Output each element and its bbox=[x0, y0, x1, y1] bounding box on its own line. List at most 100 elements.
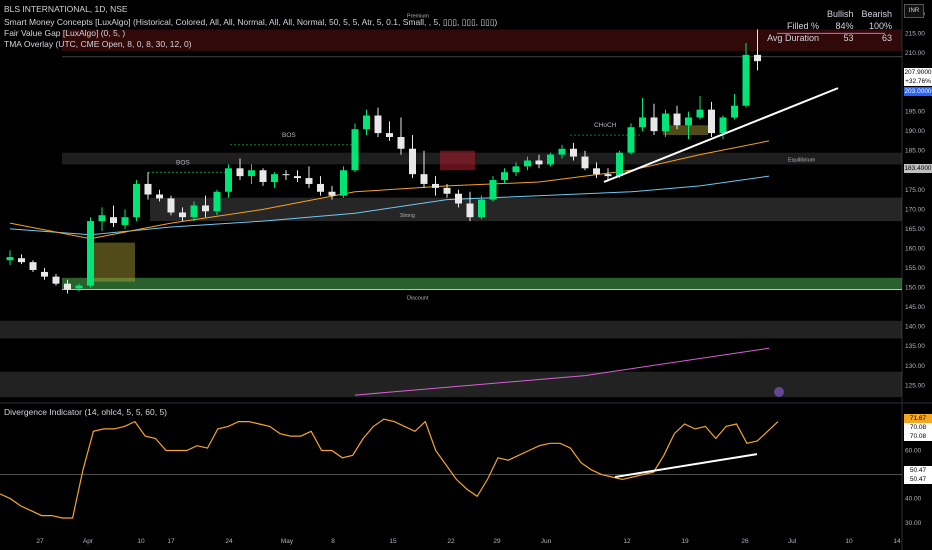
candle-body-1 bbox=[18, 258, 25, 263]
rsi-divergence-line bbox=[614, 453, 758, 479]
candle-body-42 bbox=[489, 180, 497, 200]
candle-body-58 bbox=[673, 113, 681, 126]
candle-body-29 bbox=[340, 170, 347, 196]
stats-duration-bear: 63 bbox=[881, 33, 892, 43]
stats-filled-label: Filled % bbox=[786, 21, 819, 31]
candle-body-25 bbox=[294, 176, 301, 179]
candle-body-36 bbox=[420, 174, 428, 184]
price-trendline bbox=[603, 87, 839, 183]
candle-body-32 bbox=[374, 115, 382, 134]
candle-body-24 bbox=[282, 174, 290, 176]
price-tick-2: 210.00 bbox=[905, 50, 925, 57]
premium-zone bbox=[62, 29, 902, 51]
rsi-tick-2: 30.00 bbox=[905, 520, 922, 527]
candle-body-46 bbox=[535, 160, 543, 165]
price-tick-12: 160.00 bbox=[905, 245, 925, 252]
price-tick-15: 145.00 bbox=[905, 304, 925, 311]
gray-zone-1 bbox=[0, 320, 902, 339]
bos-label-1: BOS bbox=[176, 159, 190, 166]
candle-body-51 bbox=[593, 168, 600, 175]
time-tick-5: May bbox=[281, 538, 294, 545]
time-tick-4: 24 bbox=[225, 538, 233, 545]
candle-body-44 bbox=[512, 166, 520, 173]
time-tick-0: 27 bbox=[36, 538, 44, 545]
fvg-strength-label: Strong bbox=[400, 213, 415, 219]
bearish-ob bbox=[440, 150, 475, 171]
rsi-tick-1: 40.00 bbox=[905, 496, 922, 503]
candle-body-47 bbox=[547, 154, 554, 165]
indicator-title: Divergence Indicator (14, ohlc4, 5, 5, 6… bbox=[4, 407, 168, 417]
rsi-last-tag: 71.67 bbox=[904, 414, 932, 423]
price-tick-14: 150.00 bbox=[905, 285, 925, 292]
candle-body-41 bbox=[478, 199, 485, 218]
discount-zone bbox=[62, 277, 902, 290]
discount-label: Discount bbox=[407, 295, 429, 301]
time-tick-12: 19 bbox=[681, 538, 689, 545]
legend-smc: Smart Money Concepts [LuxAlgo] (Historic… bbox=[4, 17, 498, 27]
candle-body-26 bbox=[305, 178, 313, 184]
last-price-tag: 207.9000 bbox=[904, 68, 932, 77]
candle-body-18 bbox=[213, 191, 221, 212]
choch-label: CHoCH bbox=[594, 122, 617, 129]
candle-body-17 bbox=[202, 205, 209, 212]
time-tick-3: 17 bbox=[167, 538, 175, 545]
time-tick-2: 10 bbox=[137, 538, 145, 545]
price-tick-16: 140.00 bbox=[905, 324, 925, 331]
rsi-line bbox=[0, 418, 779, 519]
ema-orange-line bbox=[9, 140, 770, 240]
candle-body-61 bbox=[708, 109, 715, 134]
candle-body-48 bbox=[558, 148, 566, 155]
candle-body-22 bbox=[259, 170, 267, 182]
candle-body-50 bbox=[581, 156, 589, 169]
candle-body-6 bbox=[75, 285, 83, 289]
candle-body-4 bbox=[52, 276, 60, 284]
stats-filled-bull: 84% bbox=[835, 21, 854, 31]
time-tick-8: 22 bbox=[447, 538, 455, 545]
time-tick-14: Jul bbox=[788, 538, 797, 545]
candle-body-11 bbox=[133, 183, 140, 218]
equilibrium-zone bbox=[62, 152, 902, 165]
candle-body-3 bbox=[41, 271, 48, 277]
candle-body-34 bbox=[397, 137, 405, 149]
fvg-box-1 bbox=[88, 242, 135, 282]
blue-price-tag: 203.0000 bbox=[904, 87, 932, 96]
candle-body-54 bbox=[627, 127, 635, 153]
price-tick-9: 175.00 bbox=[905, 187, 925, 194]
candle-body-9 bbox=[110, 217, 117, 224]
candle-body-20 bbox=[236, 168, 244, 177]
rsi-tag-a: 70.08 bbox=[904, 423, 932, 432]
stats-col-bearish: Bearish bbox=[861, 9, 892, 19]
price-tick-5: 195.00 bbox=[905, 109, 925, 116]
legend-fvg: Fair Value Gap [LuxAlgo] (0, 5, ) bbox=[4, 28, 126, 38]
candle-body-13 bbox=[156, 194, 163, 199]
price-tick-1: 215.00 bbox=[905, 30, 925, 37]
candle-body-2 bbox=[29, 262, 37, 270]
candle-body-0 bbox=[6, 257, 14, 261]
stats-duration-label: Avg Duration bbox=[767, 33, 819, 43]
fvg-stats-table: Bullish Bearish Filled % 84% 100% Avg Du… bbox=[763, 8, 896, 44]
price-tick-18: 130.00 bbox=[905, 363, 925, 370]
time-tick-10: Jun bbox=[541, 538, 552, 545]
candle-body-12 bbox=[144, 183, 152, 195]
currency-button[interactable]: INR bbox=[904, 4, 924, 18]
candle-body-55 bbox=[639, 117, 646, 128]
time-tick-7: 15 bbox=[389, 538, 397, 545]
rsi-tag-b: 70.08 bbox=[904, 432, 932, 441]
time-tick-9: 29 bbox=[493, 538, 501, 545]
rsi-tick-0: 60.00 bbox=[905, 448, 922, 455]
premium-label: Premium bbox=[407, 14, 429, 20]
candle-body-38 bbox=[443, 187, 451, 194]
candle-body-39 bbox=[455, 193, 462, 204]
candle-body-35 bbox=[409, 148, 416, 175]
time-tick-6: 8 bbox=[331, 538, 335, 545]
price-tick-6: 190.00 bbox=[905, 128, 925, 135]
candle-body-8 bbox=[98, 215, 106, 222]
candle-body-31 bbox=[363, 115, 370, 130]
candle-body-14 bbox=[167, 198, 175, 213]
time-tick-1: Apr bbox=[83, 538, 94, 545]
candle-body-64 bbox=[742, 54, 750, 106]
candle-body-10 bbox=[121, 217, 129, 226]
price-tick-7: 185.00 bbox=[905, 148, 925, 155]
